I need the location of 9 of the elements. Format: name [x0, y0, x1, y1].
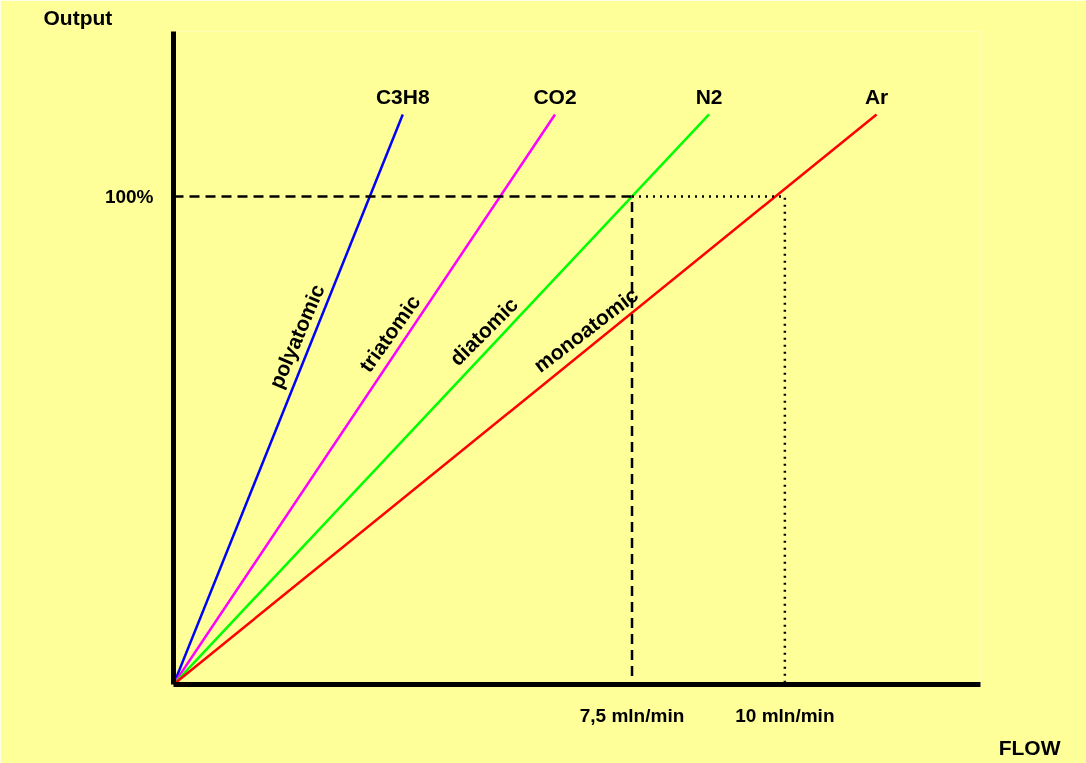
- x-tick-label: 10 mln/min: [735, 704, 835, 726]
- series-label: C3H8: [375, 85, 430, 109]
- x-tick-label: 7,5 mln/min: [579, 704, 685, 726]
- series-label: CO2: [533, 85, 577, 109]
- text: Output: [43, 5, 113, 29]
- series-label: Ar: [864, 85, 889, 109]
- x-axis-title: FLOW: [998, 735, 1061, 759]
- series-label: N2: [695, 85, 723, 109]
- text: 100%: [104, 186, 154, 208]
